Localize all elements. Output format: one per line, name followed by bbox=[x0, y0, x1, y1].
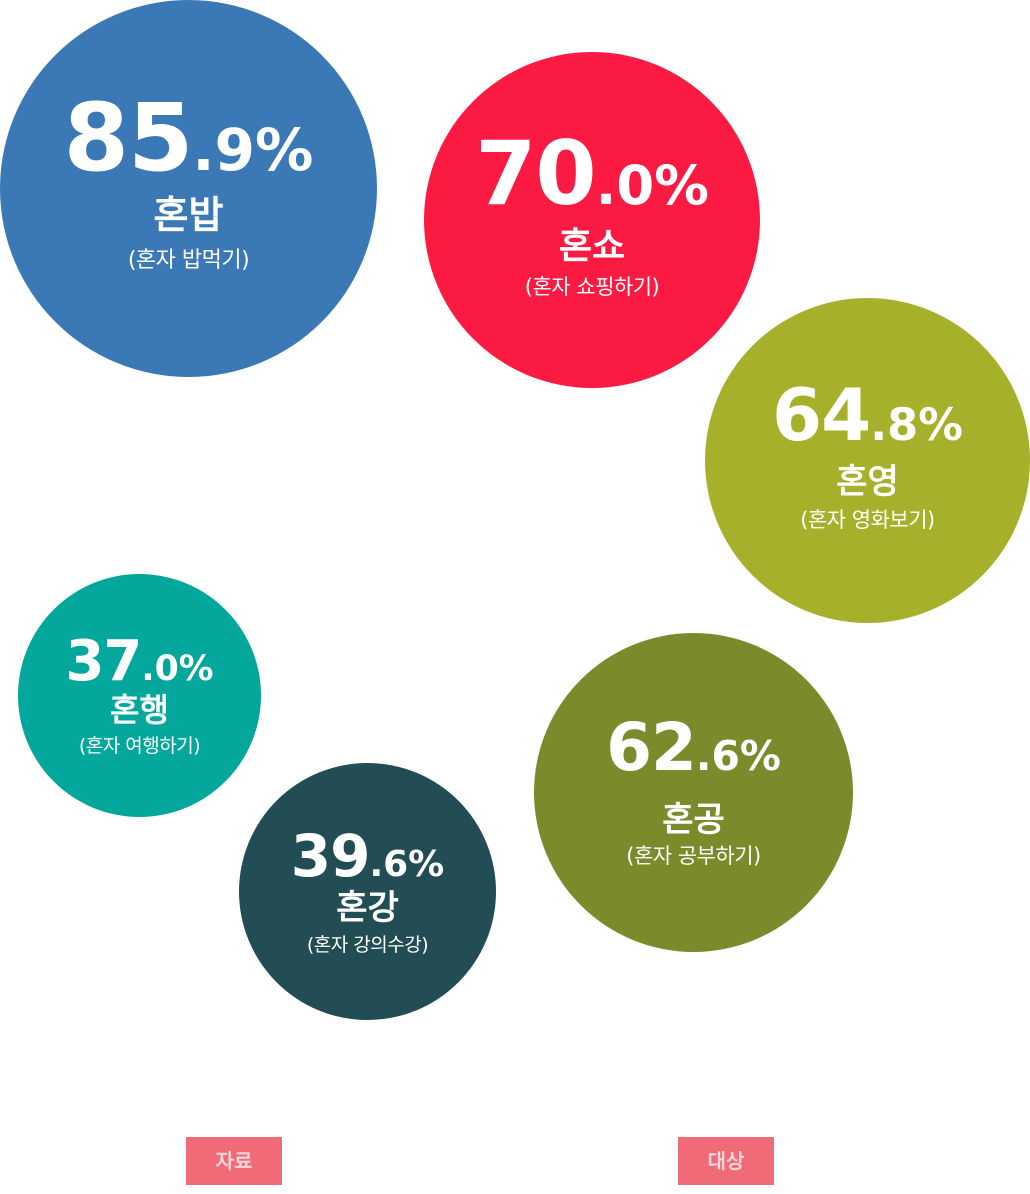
bubble-description: (혼자 강의수강) bbox=[306, 933, 429, 956]
bubble-honhaeng: 37.0% 혼행 (혼자 여행하기) bbox=[18, 574, 261, 817]
source-tag: 자료 bbox=[186, 1137, 282, 1185]
bubble-honsyo: 70.0% 혼쇼 (혼자 쇼핑하기) bbox=[424, 52, 760, 388]
percent-integer: 85 bbox=[63, 84, 194, 194]
percent-decimal: .6% bbox=[695, 732, 781, 781]
bubble-name: 혼강 bbox=[336, 887, 399, 928]
percent-decimal: .8% bbox=[870, 399, 963, 452]
bubble-percent: 64.8% bbox=[772, 379, 963, 451]
percent-decimal: .6% bbox=[369, 843, 445, 885]
percent-integer: 37 bbox=[65, 628, 142, 694]
bubble-description: (혼자 쇼핑하기) bbox=[524, 275, 660, 300]
bubble-percent: 62.6% bbox=[606, 715, 781, 781]
bubble-name: 혼행 bbox=[110, 690, 169, 729]
percent-integer: 62 bbox=[606, 709, 697, 787]
bubble-description: (혼자 공부하기) bbox=[626, 844, 761, 869]
percent-integer: 70 bbox=[475, 121, 596, 225]
percent-integer: 64 bbox=[772, 373, 871, 458]
percent-decimal: .0% bbox=[141, 648, 214, 689]
bubble-hongang: 39.6% 혼강 (혼자 강의수강) bbox=[239, 763, 496, 1020]
bubble-percent: 85.9% bbox=[64, 92, 314, 186]
percent-decimal: .0% bbox=[595, 152, 709, 217]
bubble-name: 혼공 bbox=[662, 800, 725, 841]
bubble-name: 혼밥 bbox=[153, 193, 224, 238]
bubble-hongong: 62.6% 혼공 (혼자 공부하기) bbox=[534, 633, 853, 952]
percent-integer: 39 bbox=[290, 821, 371, 890]
bubble-honyeong: 64.8% 혼영 (혼자 영화보기) bbox=[705, 298, 1030, 623]
bubble-description: (혼자 밥먹기) bbox=[127, 248, 250, 274]
bubble-percent: 39.6% bbox=[291, 827, 444, 885]
bubble-percent: 70.0% bbox=[475, 129, 709, 218]
bubble-description: (혼자 영화보기) bbox=[800, 508, 935, 533]
bubble-percent: 37.0% bbox=[65, 633, 214, 690]
bubble-name: 혼영 bbox=[836, 462, 899, 503]
percent-decimal: .9% bbox=[192, 116, 314, 185]
target-tag: 대상 bbox=[678, 1137, 774, 1185]
bubble-honbap: 85.9% 혼밥 (혼자 밥먹기) bbox=[0, 0, 377, 377]
bubble-description: (혼자 여행하기) bbox=[78, 734, 201, 757]
bubble-name: 혼쇼 bbox=[558, 225, 626, 267]
